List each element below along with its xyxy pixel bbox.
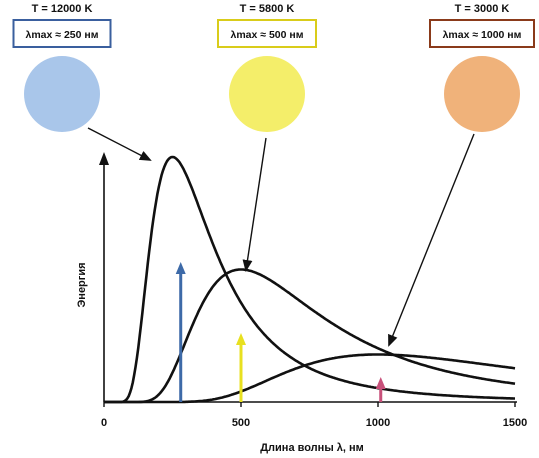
y-axis-label: Энергия [76, 262, 88, 307]
curve-t3000 [104, 353, 516, 404]
peak-wavelength-label: λmax ≈ 1000 нм [443, 29, 522, 41]
header-t3000: T = 3000 K λmax ≈ 1000 нм [429, 3, 535, 132]
peak-arrow-t5800 [236, 333, 246, 402]
header-t12000: T = 12000 K λmax ≈ 250 нм [12, 3, 112, 132]
star-disc [229, 56, 305, 132]
x-tick-label: 1000 [366, 417, 390, 429]
curve-t12000 [104, 155, 515, 404]
y-axis-arrowhead [99, 152, 109, 165]
temperature-headers: T = 12000 K λmax ≈ 250 нм T = 5800 K λmax ≈… [12, 3, 535, 132]
temperature-label: T = 12000 K [32, 3, 93, 15]
pointer-arrow-t5800 [242, 137, 267, 272]
peak-arrows [175, 262, 386, 402]
peak-box [429, 19, 535, 48]
x-tick-label: 0 [101, 417, 107, 429]
curves [104, 155, 516, 404]
temperature-label: T = 5800 K [240, 3, 295, 15]
x-tick-label: 500 [232, 417, 250, 429]
curve-t5800 [104, 268, 516, 404]
x-axis-label: Длина волны λ, нм [260, 442, 364, 454]
star-disc [444, 56, 520, 132]
temperature-label: T = 3000 K [455, 3, 510, 15]
pointer-arrows [87, 127, 475, 347]
header-t5800: T = 5800 K λmax ≈ 500 нм [217, 3, 317, 132]
peak-arrow-t3000 [375, 377, 386, 402]
x-tick-label: 1500 [503, 417, 527, 429]
peak-wavelength-label: λmax ≈ 250 нм [26, 29, 99, 41]
pointer-arrow-t3000 [388, 133, 475, 347]
star-disc [24, 56, 100, 132]
pointer-arrow-t12000 [87, 127, 152, 161]
peak-box [12, 19, 112, 48]
peak-wavelength-label: λmax ≈ 500 нм [231, 29, 304, 41]
peak-arrow-t12000 [175, 262, 186, 402]
x-ticks: 0 500 1000 1500 [101, 402, 527, 429]
peak-box [217, 19, 317, 48]
